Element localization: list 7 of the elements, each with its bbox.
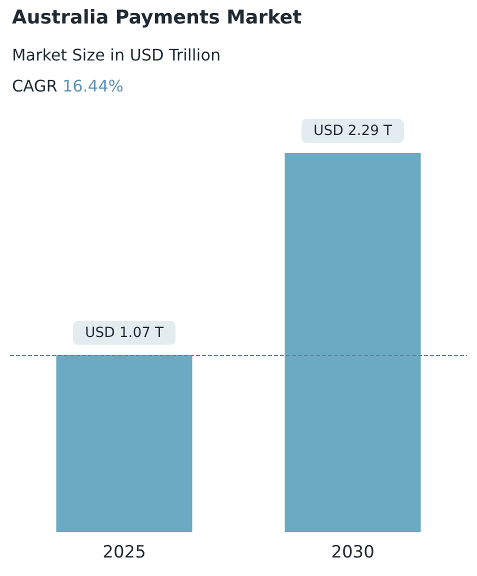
text: CAGR 16.44%	[12, 76, 124, 96]
chart-subtitle: Market Size in USD Trillion	[12, 46, 221, 64]
x-tick-label: 2030	[331, 542, 374, 562]
chart-title: Australia Payments Market	[12, 6, 302, 28]
data-label: USD 1.07 T	[84, 324, 164, 341]
data-label: USD 2.29 T	[313, 123, 392, 139]
x-tick-label: 2025	[102, 542, 146, 562]
